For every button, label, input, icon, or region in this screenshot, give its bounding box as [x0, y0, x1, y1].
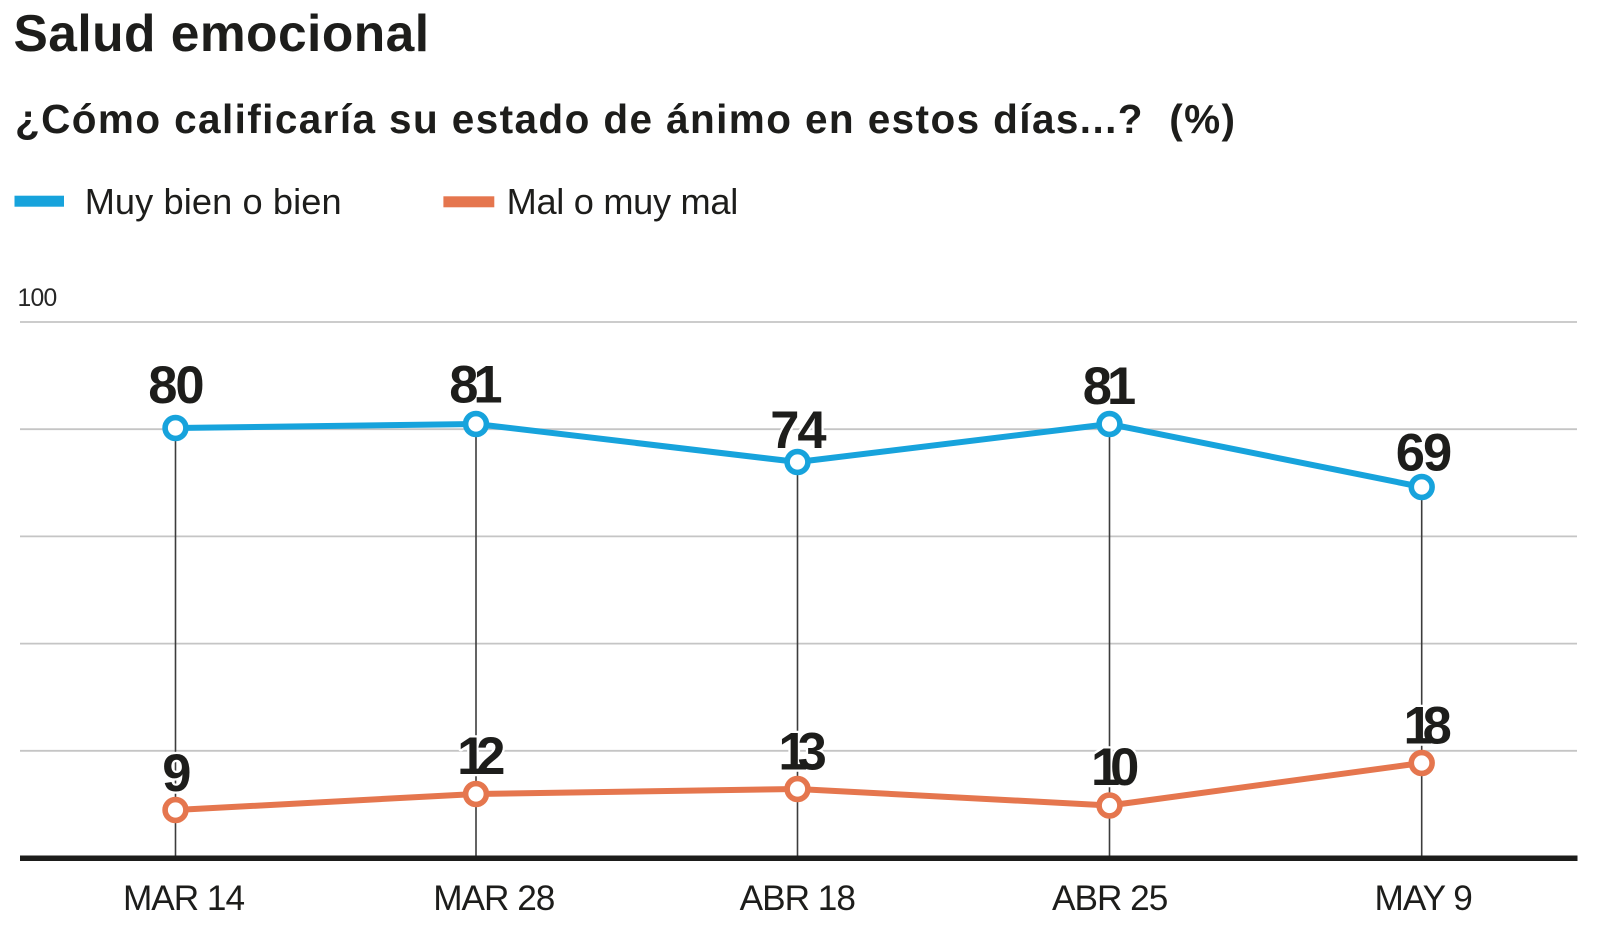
svg-text:Mal o muy mal: Mal o muy mal: [507, 181, 738, 222]
svg-text:69: 69: [1396, 424, 1451, 483]
svg-text:Muy bien o bien: Muy bien o bien: [85, 181, 342, 222]
svg-text:81: 81: [449, 356, 501, 415]
svg-text:ABR 25: ABR 25: [1052, 879, 1168, 918]
svg-text:¿Cómo calificaría su estado de: ¿Cómo calificaría su estado de ánimo en …: [15, 96, 1236, 142]
svg-text:MAR 28: MAR 28: [433, 879, 555, 918]
svg-text:100: 100: [18, 285, 57, 312]
svg-text:ABR 18: ABR 18: [740, 879, 856, 918]
svg-text:80: 80: [148, 356, 203, 415]
svg-text:Salud emocional: Salud emocional: [14, 4, 430, 62]
svg-text:9: 9: [162, 744, 190, 803]
svg-text:74: 74: [770, 401, 826, 460]
svg-text:MAR 14: MAR 14: [123, 879, 245, 918]
svg-text:MAY 9: MAY 9: [1375, 879, 1472, 918]
svg-text:81: 81: [1083, 357, 1135, 416]
